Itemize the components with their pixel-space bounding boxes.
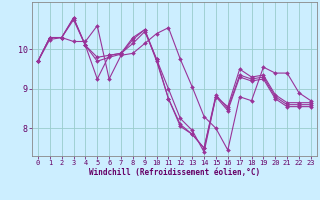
X-axis label: Windchill (Refroidissement éolien,°C): Windchill (Refroidissement éolien,°C) [89, 168, 260, 177]
